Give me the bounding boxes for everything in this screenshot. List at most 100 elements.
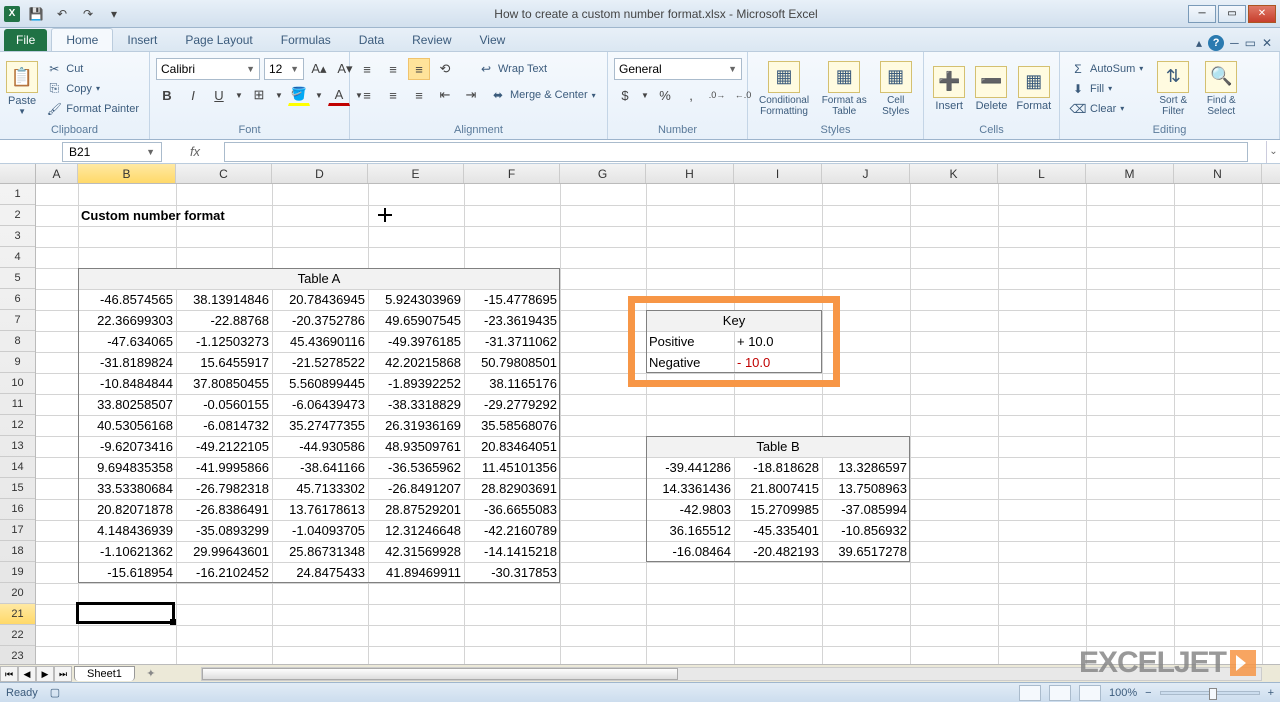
cell[interactable]: 13.7508963	[822, 478, 910, 499]
minimize-ribbon-icon[interactable]: ▴	[1196, 36, 1202, 50]
cell[interactable]: -15.618954	[78, 562, 176, 583]
cell[interactable]: Table B	[646, 436, 910, 457]
cell[interactable]: -42.2160789	[464, 520, 560, 541]
tab-view[interactable]: View	[466, 29, 520, 51]
align-middle-icon[interactable]: ≡	[382, 58, 404, 80]
cell[interactable]: + 10.0	[734, 331, 822, 352]
cell[interactable]: -49.3976185	[368, 331, 464, 352]
underline-button[interactable]: U	[208, 84, 230, 106]
row-header-21[interactable]: 21	[0, 604, 35, 625]
cell[interactable]: 42.20215868	[368, 352, 464, 373]
cell[interactable]: 39.6517278	[822, 541, 910, 562]
row-header-17[interactable]: 17	[0, 520, 35, 541]
cell[interactable]: 5.560899445	[272, 373, 368, 394]
cell[interactable]: Table A	[78, 268, 560, 289]
align-left-icon[interactable]: ≡	[356, 84, 378, 106]
col-header-J[interactable]: J	[822, 164, 910, 183]
col-header-C[interactable]: C	[176, 164, 272, 183]
sheet-tab-active[interactable]: Sheet1	[74, 666, 135, 681]
cell[interactable]: Key	[646, 310, 822, 331]
cell[interactable]: 28.82903691	[464, 478, 560, 499]
borders-button[interactable]: ⊞	[248, 84, 270, 106]
row-header-22[interactable]: 22	[0, 625, 35, 646]
qat-redo-icon[interactable]: ↷	[78, 4, 98, 24]
clear-button[interactable]: ⌫Clear▾	[1066, 100, 1147, 118]
sheet-nav-last-icon[interactable]: ⏭	[54, 666, 72, 682]
cell[interactable]: -29.2779292	[464, 394, 560, 415]
tab-home[interactable]: Home	[51, 28, 113, 51]
conditional-formatting-button[interactable]: ▦Conditional Formatting	[754, 56, 814, 122]
comma-icon[interactable]: ,	[680, 84, 702, 106]
page-break-view-icon[interactable]	[1079, 685, 1101, 701]
increase-indent-icon[interactable]: ⇥	[460, 84, 482, 106]
close-button[interactable]: ✕	[1248, 5, 1276, 23]
cell[interactable]: -46.8574565	[78, 289, 176, 310]
col-header-B[interactable]: B	[78, 164, 176, 183]
row-header-12[interactable]: 12	[0, 415, 35, 436]
cell[interactable]: -31.8189824	[78, 352, 176, 373]
cell[interactable]: -10.8484844	[78, 373, 176, 394]
align-center-icon[interactable]: ≡	[382, 84, 404, 106]
select-all-corner[interactable]	[0, 164, 36, 183]
row-header-8[interactable]: 8	[0, 331, 35, 352]
workbook-close-icon[interactable]: ✕	[1262, 36, 1272, 50]
cell[interactable]: 4.148436939	[78, 520, 176, 541]
fill-button[interactable]: ⬇Fill▾	[1066, 80, 1147, 98]
zoom-level[interactable]: 100%	[1109, 687, 1137, 699]
autosum-button[interactable]: ΣAutoSum▾	[1066, 60, 1147, 78]
cell[interactable]: 15.2709985	[734, 499, 822, 520]
cell[interactable]: 33.80258507	[78, 394, 176, 415]
cell[interactable]: -0.0560155	[176, 394, 272, 415]
orientation-icon[interactable]: ⟲	[434, 58, 456, 80]
cell[interactable]: 5.924303969	[368, 289, 464, 310]
cell-styles-button[interactable]: ▦Cell Styles	[874, 56, 917, 122]
maximize-button[interactable]: ▭	[1218, 5, 1246, 23]
cell[interactable]: -1.89392252	[368, 373, 464, 394]
row-header-2[interactable]: 2	[0, 205, 35, 226]
col-header-K[interactable]: K	[910, 164, 998, 183]
cell[interactable]: -41.9995866	[176, 457, 272, 478]
row-header-7[interactable]: 7	[0, 310, 35, 331]
row-header-18[interactable]: 18	[0, 541, 35, 562]
workbook-restore-icon[interactable]: ▭	[1245, 36, 1256, 50]
cell[interactable]: -10.856932	[822, 520, 910, 541]
tab-review[interactable]: Review	[398, 29, 465, 51]
cell[interactable]: 25.86731348	[272, 541, 368, 562]
increase-decimal-icon[interactable]: .0→	[706, 84, 728, 106]
help-icon[interactable]: ?	[1208, 35, 1224, 51]
sheet-nav-first-icon[interactable]: ⏮	[0, 666, 18, 682]
underline-menu-icon[interactable]: ▼	[234, 84, 244, 106]
fill-color-button[interactable]: 🪣	[288, 84, 310, 106]
cell[interactable]: 28.87529201	[368, 499, 464, 520]
col-header-E[interactable]: E	[368, 164, 464, 183]
cell[interactable]: -23.3619435	[464, 310, 560, 331]
tab-formulas[interactable]: Formulas	[267, 29, 345, 51]
cell[interactable]: 24.8475433	[272, 562, 368, 583]
cell[interactable]: 40.53056168	[78, 415, 176, 436]
cell[interactable]: -39.441286	[646, 457, 734, 478]
sort-filter-button[interactable]: ⇅Sort & Filter	[1151, 56, 1195, 122]
cell[interactable]: -36.6655083	[464, 499, 560, 520]
qat-customize-icon[interactable]: ▾	[104, 4, 124, 24]
cell[interactable]: -1.04093705	[272, 520, 368, 541]
format-as-table-button[interactable]: ▦Format as Table	[818, 56, 870, 122]
new-sheet-icon[interactable]: ✦	[141, 667, 161, 681]
cell[interactable]: 20.83464051	[464, 436, 560, 457]
col-header-H[interactable]: H	[646, 164, 734, 183]
cell[interactable]: Custom number format	[78, 205, 560, 226]
cell[interactable]: -30.317853	[464, 562, 560, 583]
row-header-3[interactable]: 3	[0, 226, 35, 247]
page-layout-view-icon[interactable]	[1049, 685, 1071, 701]
align-top-icon[interactable]: ≡	[356, 58, 378, 80]
expand-formula-icon[interactable]: ⌄	[1266, 141, 1280, 163]
col-header-M[interactable]: M	[1086, 164, 1174, 183]
zoom-out-icon[interactable]: −	[1145, 687, 1151, 699]
cell[interactable]: -42.9803	[646, 499, 734, 520]
cell[interactable]: 21.8007415	[734, 478, 822, 499]
cell[interactable]: -1.12503273	[176, 331, 272, 352]
decrease-indent-icon[interactable]: ⇤	[434, 84, 456, 106]
cell[interactable]: -16.2102452	[176, 562, 272, 583]
row-header-20[interactable]: 20	[0, 583, 35, 604]
cut-button[interactable]: ✂Cut	[42, 60, 143, 78]
cell[interactable]: 50.79808501	[464, 352, 560, 373]
